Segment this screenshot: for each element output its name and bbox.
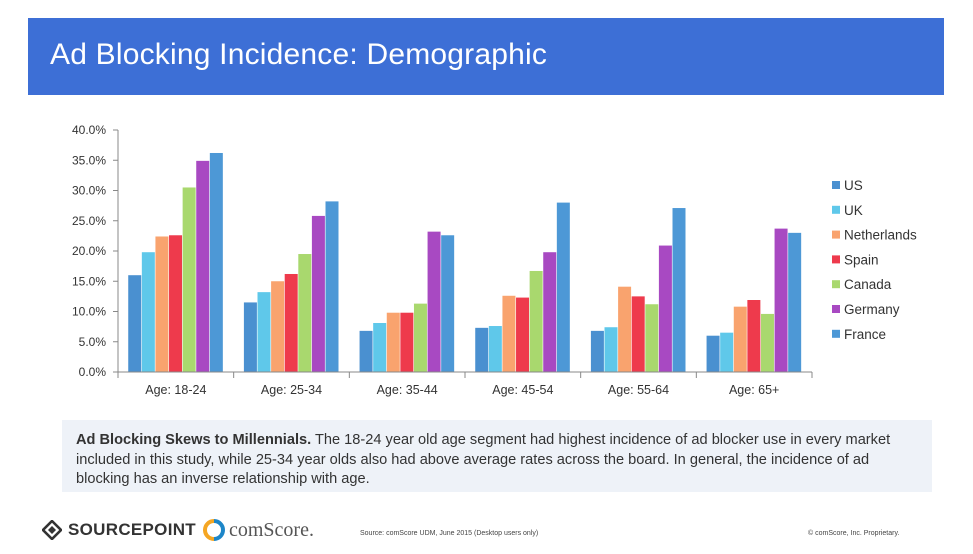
bar-france-2 xyxy=(325,201,339,372)
comscore-ring-icon xyxy=(203,519,225,541)
bar-canada-3 xyxy=(413,303,427,372)
y-tick-label: 30.0% xyxy=(72,184,106,198)
bar-canada-4 xyxy=(529,270,543,372)
bar-uk-1 xyxy=(141,252,155,372)
comscore-logo: comScore. xyxy=(203,518,314,542)
bar-germany-1 xyxy=(196,160,210,372)
bar-us-4 xyxy=(475,327,489,372)
bar-netherlands-2 xyxy=(271,281,285,372)
bar-us-2 xyxy=(243,302,257,372)
legend-swatch-us xyxy=(832,181,840,189)
bar-spain-2 xyxy=(284,273,298,372)
copyright-note: © comScore, Inc. Proprietary. xyxy=(808,530,900,537)
y-tick-label: 40.0% xyxy=(72,123,106,137)
bar-us-6 xyxy=(706,335,720,372)
note-body: The 18-24 year old age segment had highe… xyxy=(76,432,891,487)
bar-netherlands-1 xyxy=(155,236,169,372)
x-tick-label: Age: 35-44 xyxy=(377,383,438,397)
y-tick-label: 5.0% xyxy=(79,335,107,349)
legend-swatch-netherlands xyxy=(832,230,840,239)
y-axis: 0.0% 5.0% 10.0% 15.0% 20.0% 25.0% 30.0% 35.0% 40… xyxy=(72,123,119,379)
legend-swatch-spain xyxy=(832,255,840,264)
callout-note: Ad Blocking Skews to Millennials. The 18… xyxy=(62,420,932,492)
sourcepoint-logo-text: SOURCEPOINT xyxy=(68,520,196,539)
page-title: Ad Blocking Incidence: Demographic xyxy=(50,38,548,71)
bar-uk-5 xyxy=(604,327,618,372)
bar-germany-3 xyxy=(427,231,441,372)
legend: US UK Netherlands Spain Canada Germany France xyxy=(832,178,917,342)
note-lead: Ad Blocking Skews to Millennials. xyxy=(76,432,312,448)
legend-label-netherlands: Netherlands xyxy=(844,228,917,243)
bar-netherlands-4 xyxy=(502,295,516,372)
bar-germany-6 xyxy=(774,228,788,372)
bar-uk-3 xyxy=(373,322,387,372)
bar-spain-3 xyxy=(400,312,414,372)
bar-germany-4 xyxy=(543,252,557,372)
legend-swatch-uk xyxy=(832,205,840,214)
y-tick-label: 20.0% xyxy=(72,244,106,258)
legend-swatch-germany xyxy=(832,305,840,313)
bar-spain-5 xyxy=(631,296,645,372)
bar-uk-2 xyxy=(257,292,271,372)
bar-canada-2 xyxy=(298,254,312,372)
y-tick-label: 10.0% xyxy=(72,305,106,319)
bars xyxy=(128,152,802,372)
bar-france-5 xyxy=(672,208,686,372)
legend-swatch-canada xyxy=(832,280,840,289)
bar-us-3 xyxy=(359,330,373,372)
bar-netherlands-6 xyxy=(733,306,747,372)
bar-us-1 xyxy=(128,275,142,372)
title-bar: Ad Blocking Incidence: Demographic xyxy=(28,18,944,95)
x-tick-label: Age: 55-64 xyxy=(608,383,669,397)
legend-label-spain: Spain xyxy=(844,252,879,267)
bar-spain-4 xyxy=(516,297,530,372)
y-tick-label: 15.0% xyxy=(72,274,106,288)
y-tick-label: 35.0% xyxy=(72,153,106,167)
bar-chart: 0.0% 5.0% 10.0% 15.0% 20.0% 25.0% 30.0% 35.0% 40… xyxy=(72,123,917,397)
bar-uk-6 xyxy=(720,332,734,372)
sourcepoint-logo: SOURCEPOINT xyxy=(42,520,196,540)
footer: SOURCEPOINT comScore. Source: comScore U… xyxy=(0,512,973,554)
bar-spain-6 xyxy=(747,300,761,372)
bar-germany-5 xyxy=(658,245,672,372)
note-text: Ad Blocking Skews to Millennials. The 18… xyxy=(76,431,924,490)
bar-netherlands-3 xyxy=(386,312,400,372)
sourcepoint-diamond-icon xyxy=(42,520,62,540)
x-tick-label: Age: 45-54 xyxy=(492,383,553,397)
legend-label-france: France xyxy=(844,327,886,342)
bar-france-3 xyxy=(441,235,455,372)
y-tick-label: 0.0% xyxy=(79,365,107,379)
x-tick-label: Age: 25-34 xyxy=(261,383,322,397)
legend-label-canada: Canada xyxy=(844,277,892,292)
x-tick-label: Age: 18-24 xyxy=(145,383,206,397)
bar-germany-2 xyxy=(311,215,325,372)
comscore-logo-text: comScore. xyxy=(229,518,314,541)
bar-netherlands-5 xyxy=(618,286,632,372)
bar-us-5 xyxy=(590,330,604,372)
bar-spain-1 xyxy=(169,235,183,372)
legend-swatch-france xyxy=(832,329,840,338)
bar-france-4 xyxy=(556,202,570,372)
y-tick-label: 25.0% xyxy=(72,214,106,228)
bar-canada-1 xyxy=(182,187,196,372)
bar-uk-4 xyxy=(488,326,502,372)
bar-france-1 xyxy=(209,152,223,372)
legend-label-germany: Germany xyxy=(844,302,900,317)
bar-canada-5 xyxy=(645,304,659,372)
bar-france-6 xyxy=(788,232,802,372)
legend-label-us: US xyxy=(844,178,863,193)
x-axis: Age: 18-24 Age: 25-34 Age: 35-44 Age: 45-54… xyxy=(117,371,813,397)
legend-label-uk: UK xyxy=(844,203,863,218)
bar-canada-6 xyxy=(760,313,774,372)
source-note: Source: comScore UDM, June 2015 (Desktop… xyxy=(360,530,539,537)
x-tick-label: Age: 65+ xyxy=(729,383,779,397)
